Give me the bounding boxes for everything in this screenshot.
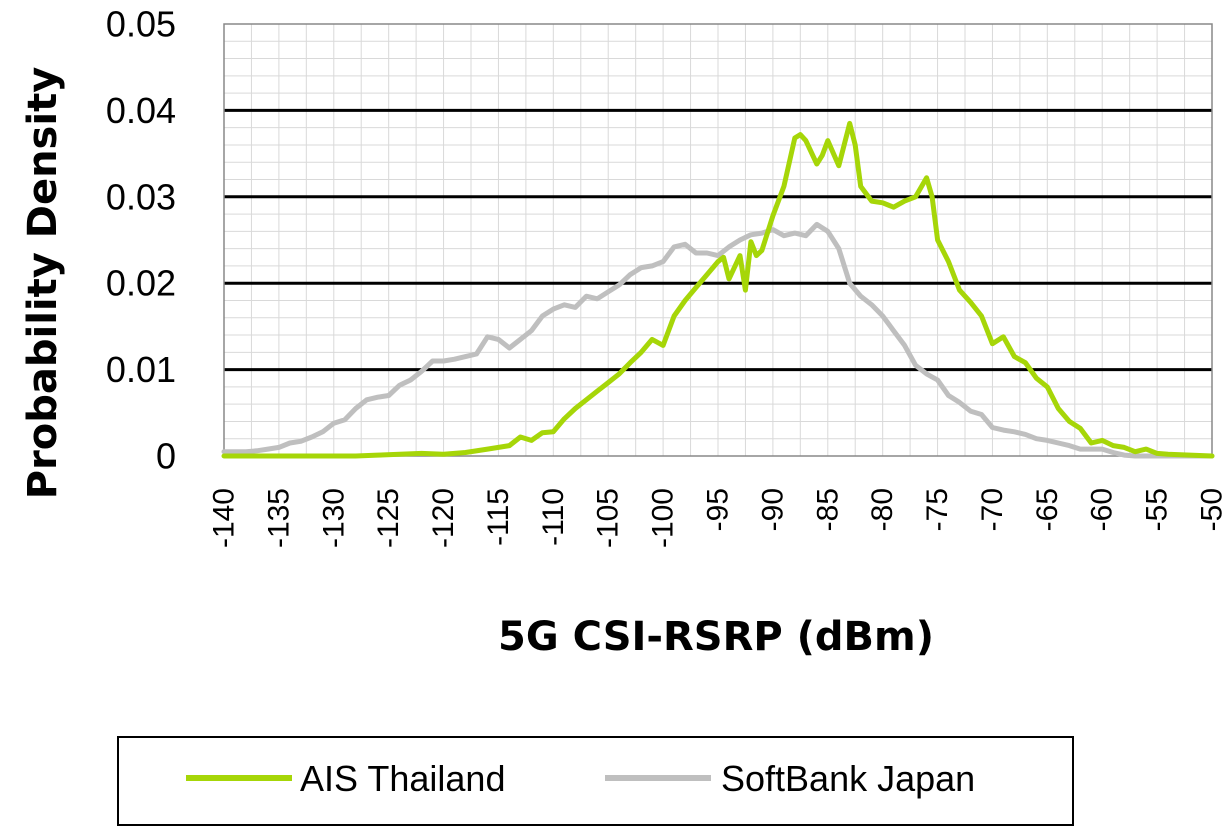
series-lines <box>221 120 1215 459</box>
x-tick-label: -140 <box>208 488 241 548</box>
x-tick-label: -60 <box>1086 488 1119 531</box>
x-tick-label: -70 <box>976 488 1009 531</box>
y-axis-tick-labels: 0 0.01 0.02 0.03 0.04 0.05 <box>106 4 176 477</box>
x-tick-label: -110 <box>537 488 570 546</box>
x-tick-label: -65 <box>1031 488 1064 531</box>
x-axis-title: 5G CSI-RSRP (dBm) <box>498 614 934 660</box>
x-tick-label: -90 <box>756 488 789 531</box>
x-tick-label: -125 <box>372 488 405 548</box>
y-tick-label: 0.05 <box>106 4 176 45</box>
x-tick-label: -80 <box>866 488 899 531</box>
x-tick-label: -115 <box>482 488 515 546</box>
x-tick-label: -135 <box>262 488 295 548</box>
x-tick-label: -105 <box>592 488 625 548</box>
y-tick-label: 0 <box>156 436 176 477</box>
y-tick-label: 0.04 <box>106 90 176 131</box>
legend-label-softbank-japan: SoftBank Japan <box>721 758 975 799</box>
legend-label-ais-thailand: AIS Thailand <box>300 758 505 799</box>
x-tick-label: -55 <box>1141 488 1174 531</box>
y-tick-label: 0.02 <box>106 263 176 304</box>
y-axis-title: Probability Density <box>20 67 66 500</box>
series-line-ais-thailand <box>221 120 1215 459</box>
x-axis-tick-labels: -140 -135 -130 -125 -120 -115 -110 -105 -100 -95-… <box>208 488 1229 548</box>
x-tick-label: -75 <box>921 488 954 531</box>
x-tick-label: -85 <box>811 488 844 531</box>
y-tick-label: 0.01 <box>106 349 176 390</box>
x-tick-label: -130 <box>317 488 350 548</box>
x-tick-label: -50 <box>1196 488 1229 531</box>
minor-grid <box>223 23 1213 457</box>
legend: AIS Thailand SoftBank Japan <box>117 736 1074 826</box>
x-tick-label: -100 <box>647 488 680 548</box>
major-grid <box>224 108 1212 372</box>
plot-area-frame <box>223 23 1213 457</box>
series-line-softbank-japan <box>221 221 1215 459</box>
x-tick-label: -95 <box>702 488 735 531</box>
y-tick-label: 0.03 <box>106 176 176 217</box>
x-tick-label: -120 <box>427 488 460 548</box>
